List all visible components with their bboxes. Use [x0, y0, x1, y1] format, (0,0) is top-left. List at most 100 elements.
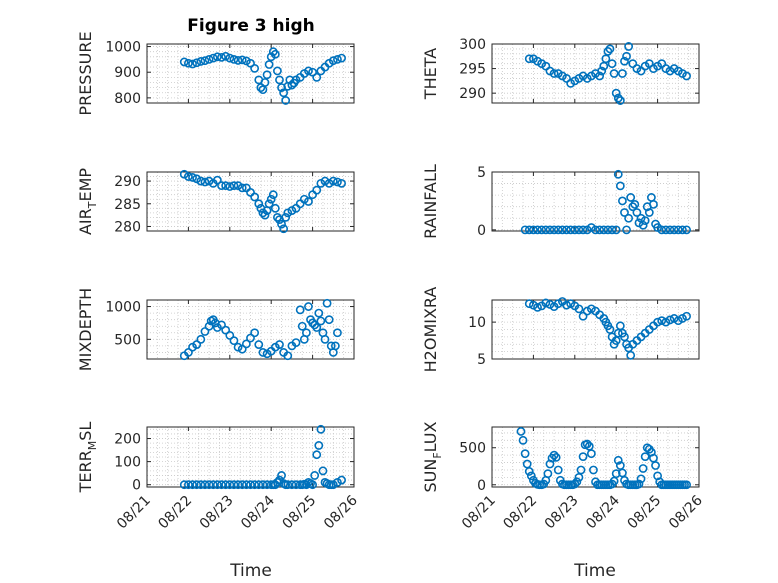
data-point	[188, 173, 197, 182]
data-point	[254, 199, 264, 209]
data-point	[557, 225, 567, 235]
data-point	[330, 341, 340, 351]
data-point	[665, 225, 675, 235]
data-point	[212, 480, 222, 490]
data-point	[333, 177, 342, 187]
data-point	[208, 53, 218, 63]
x-tick-label: 08/21	[459, 493, 499, 533]
data-point	[273, 477, 282, 487]
data-point	[678, 225, 687, 235]
data-point	[553, 225, 563, 235]
data-point	[273, 212, 282, 222]
data-point	[638, 464, 648, 473]
data-point	[188, 480, 197, 490]
data-point	[607, 225, 617, 235]
data-point	[295, 305, 305, 315]
y-tick-label: 200	[114, 432, 141, 448]
data-point	[520, 225, 530, 235]
data-point	[337, 53, 346, 63]
data-point	[304, 66, 313, 76]
axes-frame	[146, 299, 355, 360]
data-point	[661, 225, 671, 235]
axes-frame	[146, 426, 355, 488]
data-point	[225, 182, 235, 191]
data-point	[196, 176, 206, 186]
y-tick-label: 300	[459, 37, 486, 53]
panel-sun-flux: 0 500 08/21 08/22 08/23 08/24 08/25 08/26 SUNFLU…	[421, 421, 706, 532]
data-point	[636, 474, 646, 484]
data-point	[624, 42, 634, 51]
data-point	[545, 225, 555, 235]
y-tick-label: 290	[459, 86, 486, 102]
data-point	[669, 225, 679, 235]
data-point	[640, 452, 650, 462]
data-point	[192, 340, 202, 349]
data-point	[605, 44, 615, 54]
data-point	[324, 315, 334, 325]
y-tick-label: 500	[114, 332, 141, 348]
data-point	[188, 59, 197, 69]
panel-mixdepth: 500 1000 MIXDEPTH	[76, 288, 355, 371]
data-point	[233, 56, 243, 65]
data-point	[316, 424, 326, 434]
data-point	[638, 220, 648, 230]
data-point	[192, 480, 202, 490]
data-point	[640, 216, 650, 225]
data-point	[665, 315, 675, 325]
data-point	[196, 480, 206, 490]
data-point	[291, 338, 301, 348]
data-point	[611, 88, 621, 98]
data-point	[258, 348, 268, 357]
data-point	[260, 78, 270, 87]
data-point	[682, 480, 691, 490]
panel-air-temp: 280 285 290 AIRTEMP	[76, 168, 355, 235]
y-tick-label: 5	[477, 165, 486, 181]
data-point	[333, 328, 342, 338]
data-point	[301, 328, 311, 338]
axes-frame	[491, 43, 700, 104]
data-point	[603, 46, 613, 56]
data-point	[607, 59, 617, 69]
data-point	[322, 298, 332, 308]
y-axis-label: AIRTEMP	[76, 168, 99, 235]
data-point	[237, 183, 247, 193]
data-point	[630, 199, 640, 209]
data-point	[682, 71, 691, 81]
data-point	[620, 56, 629, 66]
data-point	[682, 311, 691, 321]
data-point	[624, 213, 634, 223]
data-point	[268, 190, 278, 200]
y-tick-label: 800	[114, 91, 141, 107]
panel-terr-msl: 0 100 200 08/21 08/22 08/23 08/24 08/25 08/26 TER…	[76, 422, 361, 533]
data-point	[591, 225, 600, 235]
data-point	[613, 455, 623, 465]
data-point	[273, 66, 282, 76]
data-point	[320, 334, 330, 344]
data-point	[615, 321, 625, 331]
data-point	[246, 58, 255, 68]
y-tick-label: 5	[477, 352, 486, 368]
axes-frame	[146, 171, 355, 232]
data-point	[524, 225, 534, 235]
y-tick-label: 0	[477, 478, 486, 494]
data-point	[212, 175, 222, 185]
data-point	[516, 427, 526, 436]
data-point	[570, 479, 580, 489]
y-axis-label: TERRMSL	[76, 422, 99, 494]
figure-title: Figure 3 high	[187, 16, 315, 36]
y-tick-label: 1000	[105, 300, 141, 316]
data-point	[260, 210, 270, 220]
data-point	[582, 439, 592, 449]
data-point	[549, 450, 559, 460]
data-point	[279, 224, 289, 234]
data-point	[553, 465, 563, 475]
data-point	[611, 225, 621, 235]
data-point	[673, 225, 683, 235]
data-point	[312, 450, 322, 460]
data-point	[620, 208, 629, 217]
data-point	[622, 225, 631, 235]
x-tick-label: 08/22	[155, 493, 195, 533]
data-point	[337, 178, 346, 188]
data-point	[262, 70, 272, 80]
